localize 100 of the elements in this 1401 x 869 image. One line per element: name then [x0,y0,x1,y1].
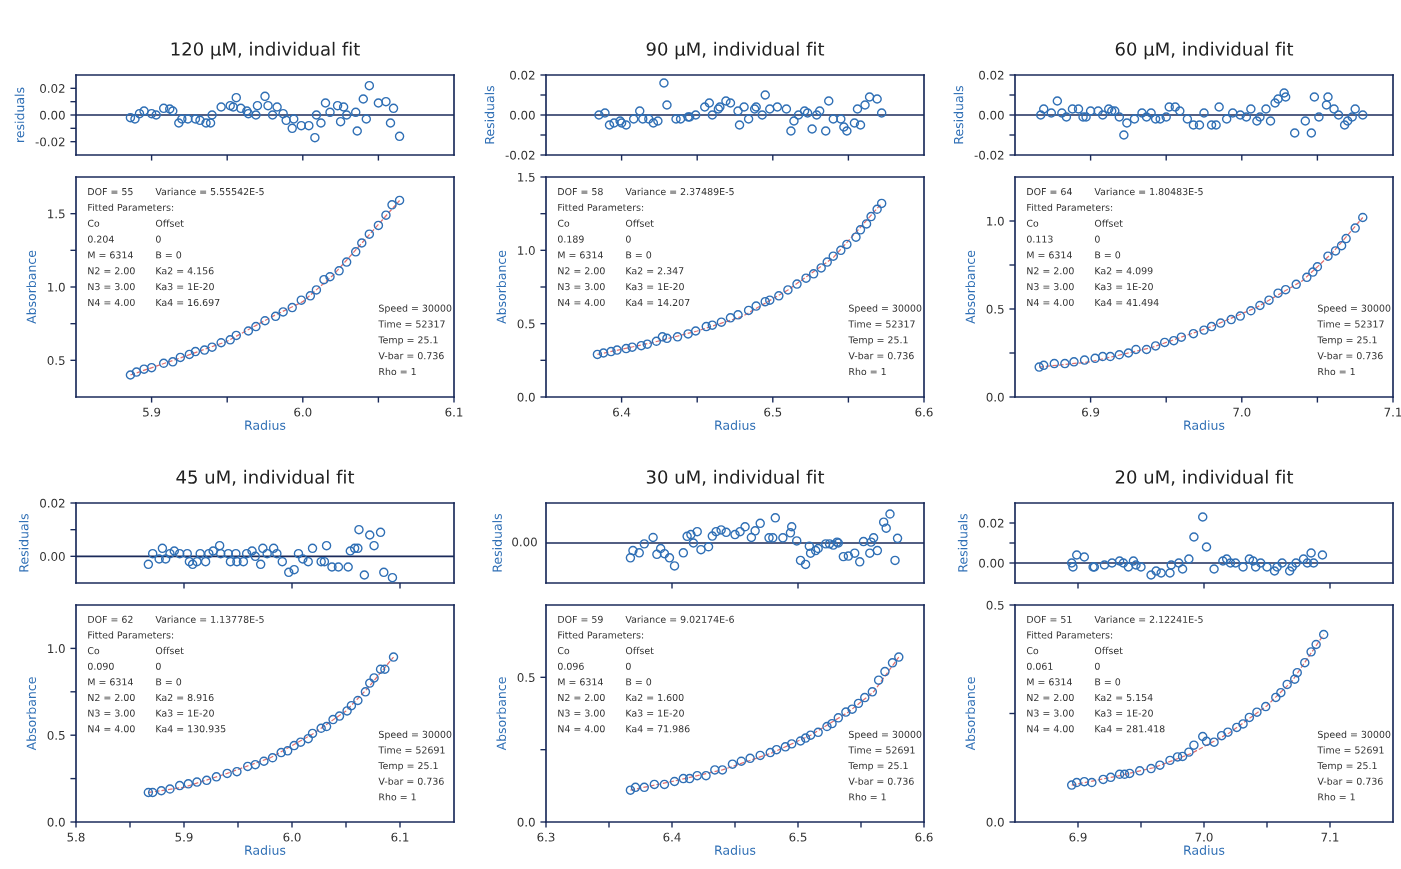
annotation: 0 [1095,662,1100,670]
y-tick-label: 0.0 [986,392,1004,402]
annotation: Ka4 = 281.418 [1095,725,1165,733]
annotation: Variance = 5.55542E-5 [155,187,264,196]
y-tick-label: 1.0 [48,644,65,654]
annotation: Rho = 1 [849,367,886,376]
annotation: DOF = 55 [88,188,133,196]
annotation: N4 = 4.00 [558,298,605,307]
annotation: N2 = 2.00 [88,693,135,702]
annotation: Ka4 = 130.935 [156,725,226,733]
annotation: Speed = 30000 [849,730,922,740]
x-tick-label: 6.5 [789,832,807,842]
x-tick-label: 6.9 [1069,832,1087,842]
x-axis-title: Radius [715,420,756,430]
annotation: Temp = 25.1 [848,762,908,772]
annotation: N3 = 3.00 [1027,283,1074,291]
annotation: N4 = 4.00 [558,725,605,733]
annotation: Ka3 = 1E-20 [156,709,214,717]
annotation: M = 6314 [1027,251,1072,259]
annotation: Ka3 = 1E-20 [626,283,684,291]
annotation: N4 = 4.00 [88,725,135,733]
annotation: 0 [156,662,161,670]
annotation: 0 [626,235,631,243]
y-axis-title: Residuals [957,513,968,572]
x-tick-label: 7.0 [1195,832,1213,842]
annotation: N3 = 3.00 [558,709,605,717]
annotation: Co [557,219,570,227]
annotation: Temp = 25.1 [1317,762,1377,772]
x-tick-label: 6.1 [391,832,409,842]
annotation: Temp = 25.1 [378,336,438,346]
x-tick-label: 6.9 [1082,407,1100,417]
annotation: 0.061 [1026,662,1053,670]
annotation: DOF = 64 [1027,188,1072,196]
annotation: B = 0 [156,678,182,686]
annotation: N2 = 2.00 [88,267,135,275]
annotation: Co [1026,647,1039,655]
x-tick-label: 7.0 [1233,407,1251,417]
chart-title: 90 μM, individual fit [646,41,825,60]
annotation: Ka2 = 8.916 [156,693,214,702]
annotation: Co [557,647,570,655]
annotation: N4 = 4.00 [88,298,135,307]
chart-title: 20 uM, individual fit [1115,469,1294,486]
x-tick-label: 6.6 [915,407,933,417]
annotation: V-bar = 0.736 [848,777,914,785]
y-tick-label: 0.02 [510,70,535,80]
annotation: N4 = 4.00 [1027,298,1074,307]
y-tick-label: -0.02 [974,150,1004,160]
annotation: Fitted Parameters: [1027,203,1113,211]
y-axis-title: Residuals [484,85,495,144]
annotation: Ka3 = 1E-20 [1095,283,1153,291]
y-tick-label: 1.0 [518,246,535,255]
y-tick-label: 1.0 [987,216,1004,226]
x-axis-title: Radius [245,845,286,855]
y-tick-label: 0.02 [40,498,65,508]
annotation: Ka2 = 2.347 [626,267,684,275]
annotation: 0.189 [557,235,584,243]
annotation: V-bar = 0.736 [848,351,914,360]
annotation: Speed = 30000 [1318,304,1391,314]
annotation: Ka2 = 1.600 [626,693,684,702]
x-tick-label: 5.9 [175,832,193,842]
y-axis-title: Absorbance [26,677,37,751]
annotation: Speed = 30000 [849,304,922,314]
annotation: Time = 52691 [378,746,445,754]
annotation: Offset [155,219,184,227]
y-axis-title: Absorbance [965,677,976,751]
annotation: M = 6314 [558,251,603,259]
annotation: 0 [156,235,161,243]
annotation: Co [87,219,100,227]
annotation: Ka4 = 16.697 [156,298,220,307]
annotation: N2 = 2.00 [558,693,605,702]
x-tick-label: 6.4 [613,407,631,417]
y-axis-title: Residuals [953,85,964,144]
annotation: B = 0 [156,251,182,259]
annotation: M = 6314 [88,251,133,259]
chart-title: 45 uM, individual fit [176,469,355,486]
x-tick-label: 5.8 [67,832,85,842]
y-axis-title: Residuals [18,513,29,572]
annotation: Temp = 25.1 [848,336,908,346]
annotation: V-bar = 0.736 [1317,351,1383,360]
annotation: B = 0 [626,251,652,259]
annotation: Fitted Parameters: [88,631,174,639]
y-tick-label: 0.00 [40,552,65,561]
x-tick-label: 6.0 [294,407,312,417]
annotation: N3 = 3.00 [1027,709,1074,717]
annotation: Ka2 = 5.154 [1095,693,1153,702]
annotation: B = 0 [1095,678,1121,686]
annotation: M = 6314 [88,678,133,686]
x-tick-label: 6.3 [537,832,555,842]
annotation: DOF = 62 [88,615,133,623]
annotation: Time = 52317 [378,320,445,328]
annotation: N2 = 2.00 [1027,267,1074,275]
annotation: Fitted Parameters: [558,203,644,211]
y-axis-title: Residuals [492,513,502,572]
annotation: N4 = 4.00 [1027,725,1074,733]
annotation: Time = 52317 [1317,320,1384,328]
annotation: Ka3 = 1E-20 [1095,709,1153,717]
y-tick-label: 0.0 [517,392,535,402]
x-tick-label: 6.6 [915,832,933,842]
annotation: 0.096 [557,662,584,670]
annotation: Speed = 30000 [1318,730,1391,740]
